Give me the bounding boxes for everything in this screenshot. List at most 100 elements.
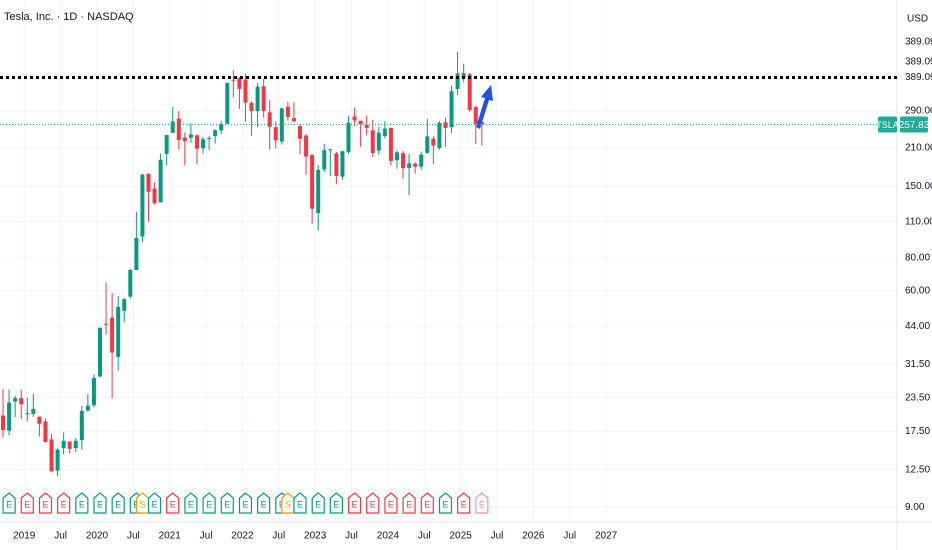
x-tick-label: 2021 (159, 531, 182, 542)
event-label: E (6, 499, 12, 509)
event-badge (38, 492, 53, 514)
candle-body (376, 132, 381, 151)
candle-body (61, 440, 66, 449)
event-label: S (285, 499, 291, 509)
candle-body (188, 134, 193, 138)
candle-body (479, 121, 484, 125)
candle-body (340, 151, 345, 177)
candle-body (25, 413, 30, 415)
candle-body (1, 415, 6, 430)
x-tick-label: 2024 (377, 531, 400, 542)
candle-body (267, 112, 272, 127)
candle-body (443, 122, 448, 129)
event-badge (238, 492, 253, 514)
candle-body (79, 411, 84, 441)
event-badge (420, 492, 434, 514)
candle-body (31, 408, 36, 414)
candle-body (358, 120, 363, 125)
x-tick-label: 2025 (449, 531, 472, 542)
candle-body (152, 188, 157, 204)
y-tick-label: 110.00 (905, 216, 932, 227)
x-tick-label: 2022 (231, 531, 254, 542)
event-label: E (315, 499, 321, 509)
y-tick-label: 23.50 (905, 392, 930, 403)
event-badge (202, 492, 216, 514)
candle-body (213, 130, 218, 137)
candle-body (110, 317, 115, 353)
event-badge (311, 492, 325, 514)
event-badge (220, 492, 234, 514)
event-label: E (461, 499, 467, 509)
x-tick-label: 2023 (304, 531, 327, 542)
event-label: E (206, 499, 212, 509)
candle-body (158, 159, 163, 203)
candle-body (19, 398, 24, 405)
candle-body (55, 449, 60, 471)
event-label: E (479, 499, 485, 509)
candle-body (67, 441, 72, 449)
candle-body (394, 152, 399, 161)
candle-body (291, 118, 296, 122)
event-label: E (42, 499, 48, 509)
y-tick-label: 60.00 (905, 285, 930, 296)
candle-body (473, 107, 478, 124)
candle-body (310, 155, 315, 209)
event-label: E (370, 499, 376, 509)
candles (1, 51, 484, 477)
event-label: E (188, 499, 194, 509)
x-tick-label: Jul (418, 531, 431, 542)
event-label: E (333, 499, 339, 509)
candle-body (255, 86, 260, 112)
event-label: E (224, 499, 230, 509)
candle-body (104, 323, 109, 325)
x-tick-label: Jul (491, 531, 504, 542)
event-badge (57, 492, 71, 514)
x-tick-label: Jul (272, 531, 285, 542)
candle-body (334, 153, 339, 176)
candle-body (413, 163, 418, 167)
event-label: E (406, 499, 412, 509)
event-badge (166, 492, 180, 514)
event-badge (384, 492, 398, 514)
currency: USD (907, 14, 928, 25)
candle-body (425, 136, 430, 153)
event-label: E (170, 499, 176, 509)
candle-body (407, 163, 412, 168)
y-tick-label: 80.00 (905, 253, 930, 264)
event-label: E (115, 499, 121, 509)
x-tick-label: Jul (200, 531, 213, 542)
candle-body (237, 78, 242, 89)
candle-body (388, 127, 393, 161)
candle-body (170, 121, 175, 133)
event-badge (111, 492, 125, 514)
candle-body (164, 134, 169, 154)
x-tick-label: 2019 (13, 531, 36, 542)
candle-body (249, 102, 254, 112)
symbol-badge (878, 116, 897, 133)
event-badge (366, 492, 380, 514)
candle-body (285, 106, 290, 117)
price-badge (900, 116, 928, 133)
event-badge (475, 492, 489, 514)
candle-body (182, 137, 187, 142)
event-badge (293, 492, 307, 514)
candle-body (273, 127, 278, 141)
grid (0, 0, 897, 522)
candle-body (461, 73, 466, 78)
candle-body (243, 79, 248, 103)
candle-body (140, 174, 145, 237)
event-label: E (352, 499, 358, 509)
candle-body (128, 269, 133, 297)
candle-body (401, 153, 406, 169)
candle-body (219, 124, 224, 131)
candle-body (304, 135, 309, 157)
candle-body (467, 74, 472, 110)
event-badge (93, 492, 107, 514)
x-tick-label: 2026 (522, 531, 545, 542)
chart-title: Tesla, Inc. · 1D · NASDAQ (4, 11, 134, 23)
candle-body (134, 237, 139, 270)
event-label: E (424, 499, 430, 509)
event-badge (329, 492, 343, 514)
